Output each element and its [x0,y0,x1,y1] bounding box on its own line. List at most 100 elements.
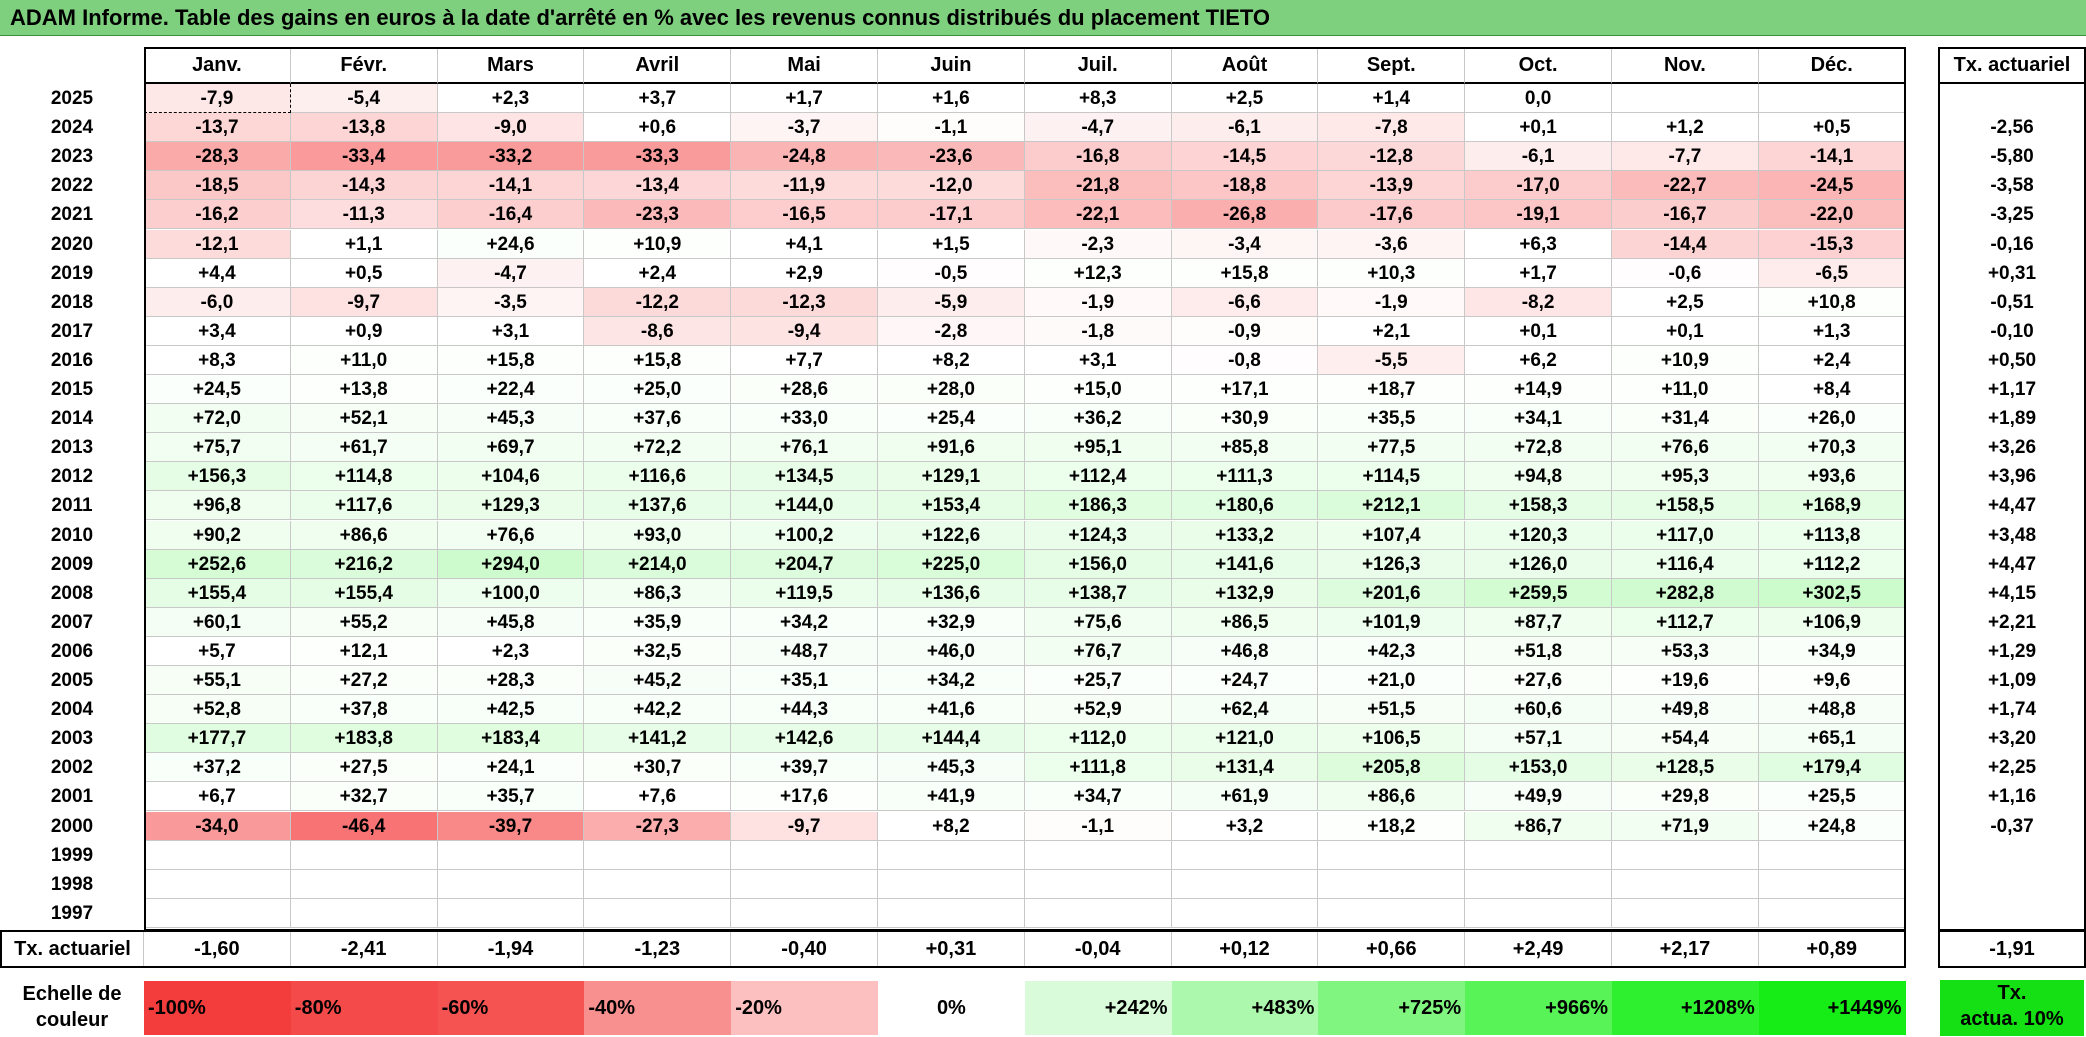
table-cell: +45,3 [878,753,1025,783]
legend-label: Echelle de couleur [0,978,144,1036]
table-cell: +70,3 [1758,433,1906,463]
table-cell: +1,1 [290,229,438,259]
table-cell: +158,3 [1465,491,1612,521]
table-cell: +75,7 [144,433,291,463]
table-cell: +42,3 [1318,636,1466,666]
table-cell: +55,1 [144,666,291,696]
table-cell [584,840,732,870]
table-cell: -0,5 [878,258,1025,288]
table-cell: +26,0 [1758,404,1906,434]
table-cell: +8,2 [878,811,1025,841]
summary-cell: -1,94 [438,931,585,967]
table-cell: +144,4 [878,724,1025,754]
table-cell: -33,3 [584,142,732,172]
table-cell: -5,9 [878,287,1025,317]
table-cell: +112,2 [1758,549,1906,579]
legend-tx-line2: actua. 10% [1960,1008,2064,1030]
table-cell: +1,6 [878,84,1025,114]
table-cell: +61,9 [1171,782,1319,812]
table-cell: +76,6 [1612,433,1759,463]
table-cell: +4,1 [731,229,878,259]
month-header: Juin [878,47,1025,84]
table-cell: -9,7 [290,287,438,317]
table-cell: -6,6 [1171,287,1319,317]
table-cell: -6,5 [1758,258,1906,288]
table-cell: -39,7 [437,811,585,841]
table-cell: +10,9 [584,229,732,259]
table-cell: +52,9 [1024,695,1172,725]
table-cell: +37,2 [144,753,291,783]
tx-actuariel-cell: -0,51 [1990,291,2034,313]
table-cell [290,898,438,928]
table-cell: +32,7 [290,782,438,812]
table-cell: +27,5 [290,753,438,783]
summary-cell: -1,23 [584,931,732,967]
year-label: 2010 [50,524,94,546]
table-cell: +116,6 [584,462,732,492]
table-cell: +25,4 [878,404,1025,434]
table-cell: +76,1 [731,433,878,463]
table-cell: +15,8 [584,345,732,375]
table-cell: +136,6 [878,578,1025,608]
table-cell: +2,5 [1612,287,1759,317]
table-cell: +141,2 [584,724,732,754]
table-cell: -16,8 [1024,142,1172,172]
table-cell: -9,0 [437,113,585,143]
table-cell: -8,6 [584,316,732,346]
table-cell: -3,5 [437,287,585,317]
year-label: 2017 [50,320,94,342]
table-cell: +15,8 [1171,258,1319,288]
table-cell [144,869,291,899]
table-cell [584,869,732,899]
table-cell [1465,869,1612,899]
table-cell: -9,4 [731,316,878,346]
table-cell: -7,7 [1612,142,1759,172]
summary-cell: +0,12 [1172,931,1319,967]
table-cell: +12,1 [290,636,438,666]
table-cell: +76,6 [437,520,585,550]
table-cell: -28,3 [144,142,291,172]
table-cell: +17,6 [731,782,878,812]
table-cell [1171,898,1319,928]
table-cell: +111,3 [1171,462,1319,492]
year-label: 2007 [50,611,94,633]
table-cell: -6,1 [1465,142,1612,172]
table-cell: -15,3 [1758,229,1906,259]
month-header: Janv. [144,47,291,84]
table-cell: -13,8 [290,113,438,143]
table-cell: +112,7 [1612,607,1759,637]
table-cell: +25,7 [1024,666,1172,696]
table-cell: +142,6 [731,724,878,754]
month-header: Mai [731,47,878,84]
year-label: 2004 [50,699,94,721]
table-cell: +10,9 [1612,345,1759,375]
table-cell: +156,3 [144,462,291,492]
table-cell: +204,7 [731,549,878,579]
table-cell: +71,9 [1612,811,1759,841]
tx-actuariel-cell: +1,89 [1987,408,2037,430]
year-label: 2021 [50,204,94,226]
table-cell: -13,4 [584,171,732,201]
table-cell: +22,4 [437,375,585,405]
table-cell: +6,3 [1465,229,1612,259]
table-cell: -5,5 [1318,345,1466,375]
legend-swatch: +1208% [1612,981,1759,1035]
table-cell: +29,8 [1612,782,1759,812]
table-cell: +33,0 [731,404,878,434]
table-cell: +24,8 [1758,811,1906,841]
table-cell: +3,7 [584,84,732,114]
legend-label-line1: Echelle de [22,983,122,1005]
table-cell: +100,0 [437,578,585,608]
summary-cell: +0,66 [1318,931,1466,967]
table-cell: +27,2 [290,666,438,696]
table-cell: +6,2 [1465,345,1612,375]
table-cell: +60,6 [1465,695,1612,725]
month-header: Avril [584,47,732,84]
table-cell: +124,3 [1024,520,1172,550]
table-cell: -0,8 [1171,345,1319,375]
year-label: 2018 [50,291,94,313]
month-header: Sept. [1318,47,1466,84]
year-label: 2000 [50,815,94,837]
tx-actuariel-cell [1940,870,2084,899]
